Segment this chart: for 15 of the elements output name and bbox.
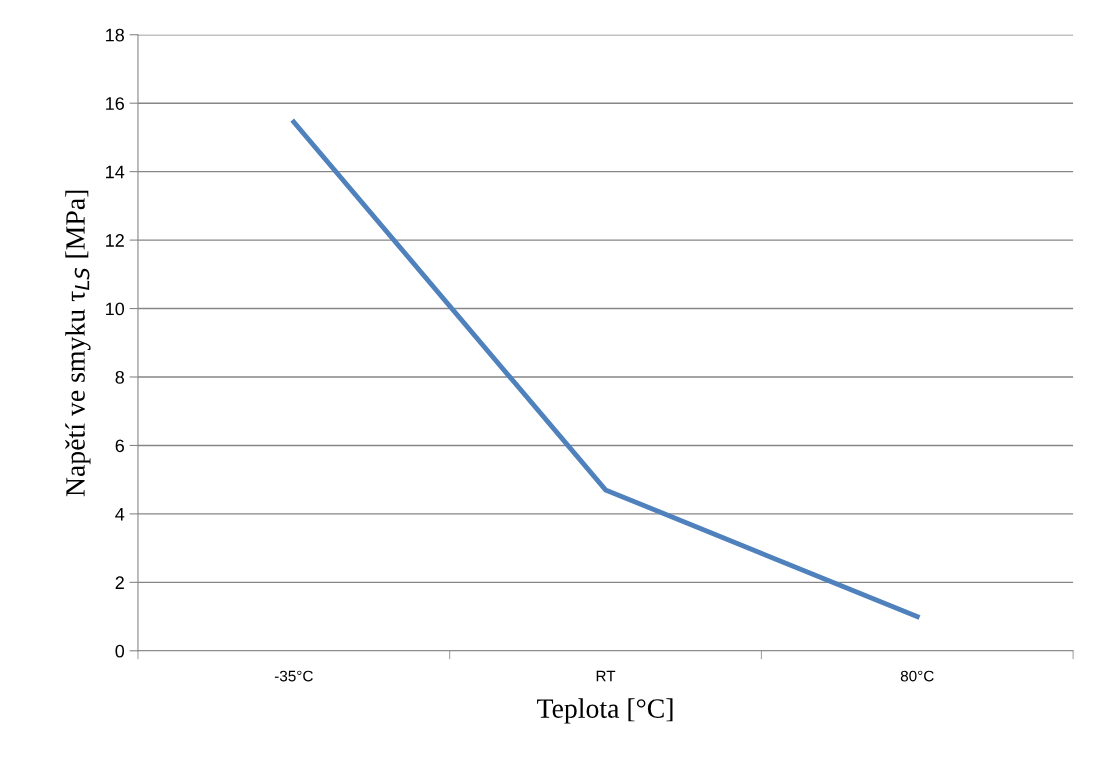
y-tick-label: 4 [115, 508, 125, 521]
y-tick-label: 18 [106, 28, 124, 42]
y-tick-label: 8 [115, 370, 124, 384]
y-tick-label: 2 [115, 576, 124, 589]
y-tick-label: 14 [106, 165, 125, 179]
x-tick-label: 80°C [900, 670, 934, 682]
y-axis-title: Napětí ve smyku τ$_{LS}$ [MPa] [65, 190, 91, 497]
y-tick-label: 0 [115, 644, 125, 658]
x-tick-label: RT [596, 670, 616, 682]
y-tick-label: 16 [106, 97, 124, 110]
y-tick-label: 10 [106, 302, 125, 316]
x-axis-title: Teplota [°C] [537, 698, 673, 724]
y-tick-label: 6 [115, 439, 124, 453]
x-tick-label: -35°C [274, 670, 313, 682]
y-tick-label: 12 [106, 234, 124, 247]
